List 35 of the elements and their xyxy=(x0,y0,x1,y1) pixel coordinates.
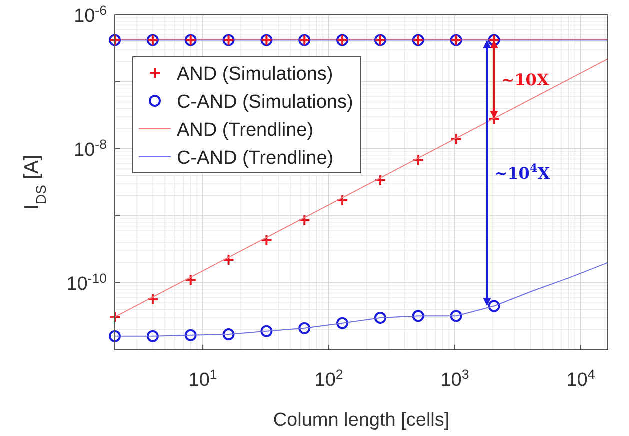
point xyxy=(146,293,159,306)
point xyxy=(184,274,197,286)
point xyxy=(412,310,424,322)
point xyxy=(109,311,121,324)
x-tick-label: 10$^{1}$ xyxy=(188,366,218,391)
x-tick-label: 10$^{3}$ xyxy=(440,366,470,391)
y-tick-label: 10$^{-8}$ xyxy=(74,136,107,161)
y-tick-label: 10$^{-10}$ xyxy=(66,270,107,295)
point xyxy=(298,322,311,334)
point xyxy=(146,330,159,342)
point xyxy=(260,325,273,338)
point xyxy=(222,328,235,341)
point xyxy=(336,194,349,207)
point xyxy=(412,154,424,166)
point xyxy=(222,254,235,266)
x-tick-label: 10$^{2}$ xyxy=(314,366,344,391)
annotation: ~10X xyxy=(501,70,550,90)
point xyxy=(450,133,462,146)
point xyxy=(109,330,121,342)
point xyxy=(488,300,500,312)
legend-label: C-AND (Trendline) xyxy=(177,148,334,169)
annotation: ~10$^{4}$X xyxy=(494,161,551,184)
point xyxy=(260,234,273,247)
point xyxy=(184,329,197,342)
point xyxy=(374,174,386,186)
x-axis-title: Column length [cells] xyxy=(273,410,450,431)
y-tick-label: 10$^{-6}$ xyxy=(74,2,107,27)
point xyxy=(298,214,311,226)
point xyxy=(450,310,462,322)
point xyxy=(374,312,386,324)
legend-label: AND (Trendline) xyxy=(177,120,314,141)
legend-label: AND (Simulations) xyxy=(177,64,334,85)
point xyxy=(336,317,349,330)
legend-label: C-AND (Simulations) xyxy=(177,92,354,113)
x-tick-label: 10$^{4}$ xyxy=(566,366,596,391)
